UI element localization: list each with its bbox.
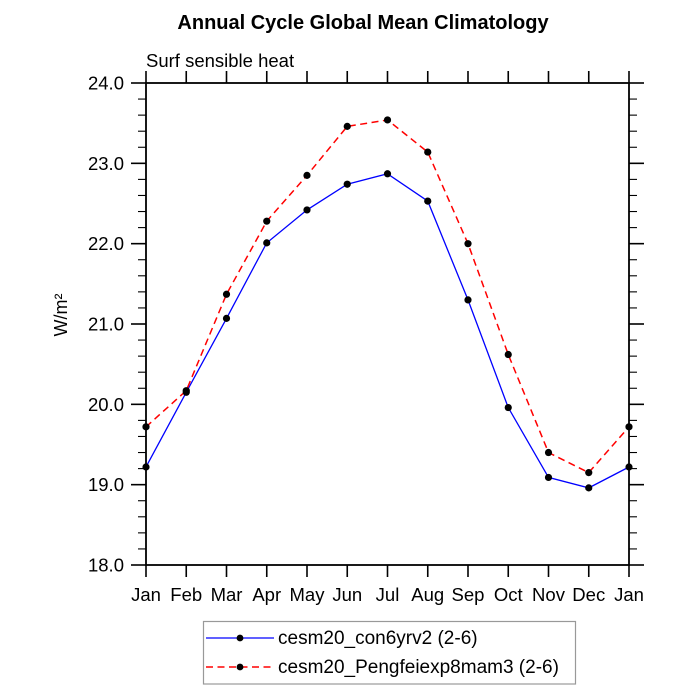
- data-point-marker: [222, 290, 231, 298]
- x-tick-label: Jan: [131, 584, 161, 605]
- legend-box: [202, 620, 577, 685]
- chart-subtitle: Surf sensible heat: [146, 50, 294, 71]
- data-point-marker: [142, 463, 150, 471]
- x-tick-label: Jun: [332, 584, 362, 605]
- legend-marker-dot: [236, 634, 244, 642]
- data-point-marker: [464, 296, 472, 304]
- y-tick-label: 23.0: [88, 153, 124, 174]
- y-tick-label: 19.0: [88, 474, 124, 495]
- y-tick-label: 24.0: [88, 73, 124, 94]
- data-point-marker: [625, 463, 633, 471]
- x-tick-label: Aug: [411, 584, 444, 605]
- data-point-marker: [424, 148, 432, 156]
- x-tick-label: Apr: [252, 584, 281, 605]
- y-tick-label: 18.0: [88, 555, 124, 576]
- data-point-marker: [303, 171, 311, 179]
- data-point-marker: [464, 240, 472, 248]
- x-tick-label: Jan: [614, 584, 644, 605]
- data-point-marker: [544, 473, 553, 482]
- x-tick-label: Oct: [494, 584, 523, 605]
- y-tick-label: 22.0: [88, 233, 124, 254]
- x-tick-label: Jul: [376, 584, 400, 605]
- data-point-marker: [142, 423, 150, 431]
- data-point-marker: [424, 197, 432, 205]
- chart-title: Annual Cycle Global Mean Climatology: [177, 12, 549, 34]
- data-point-marker: [182, 387, 190, 395]
- data-point-marker: [585, 484, 593, 492]
- data-point-marker: [504, 403, 512, 412]
- data-point-marker: [383, 170, 392, 178]
- data-point-marker: [544, 448, 553, 457]
- series-line: [145, 173, 630, 489]
- data-point-marker: [303, 206, 311, 214]
- data-point-marker: [343, 180, 351, 188]
- series-lines: [142, 116, 633, 492]
- legend-marker-dot: [236, 663, 244, 671]
- data-point-marker: [222, 314, 231, 322]
- data-point-marker: [585, 469, 593, 477]
- legend: cesm20_con6yrv2 (2-6) cesm20_Pengfeiexp8…: [202, 620, 577, 685]
- x-tick-label: Dec: [572, 584, 605, 605]
- x-tick-label: Nov: [532, 584, 566, 605]
- data-point-marker: [383, 116, 392, 124]
- data-point-marker: [504, 350, 512, 359]
- data-point-marker: [625, 423, 633, 431]
- x-tick-label: Feb: [170, 584, 202, 605]
- legend-swatches: [206, 634, 274, 671]
- plot-frame: [145, 82, 630, 566]
- axes: 18.0 19.0 20.0 21.0 22.0 23.0 24.0 Jan Feb Mar Apr…: [88, 71, 644, 605]
- data-point-marker: [263, 217, 271, 225]
- legend-label-series-2: cesm20_Pengfeiexp8mam3 (2-6): [278, 657, 559, 678]
- y-tick-label: 21.0: [88, 314, 124, 335]
- data-point-marker: [343, 122, 351, 130]
- x-tick-label: Mar: [211, 584, 243, 605]
- legend-label-series-1: cesm20_con6yrv2 (2-6): [278, 628, 478, 649]
- data-point-marker: [263, 239, 271, 247]
- x-tick-label: Sep: [452, 584, 485, 605]
- x-tick-label: May: [290, 584, 326, 605]
- y-tick-label: 20.0: [88, 394, 124, 415]
- y-axis-label: W/m²: [51, 294, 71, 337]
